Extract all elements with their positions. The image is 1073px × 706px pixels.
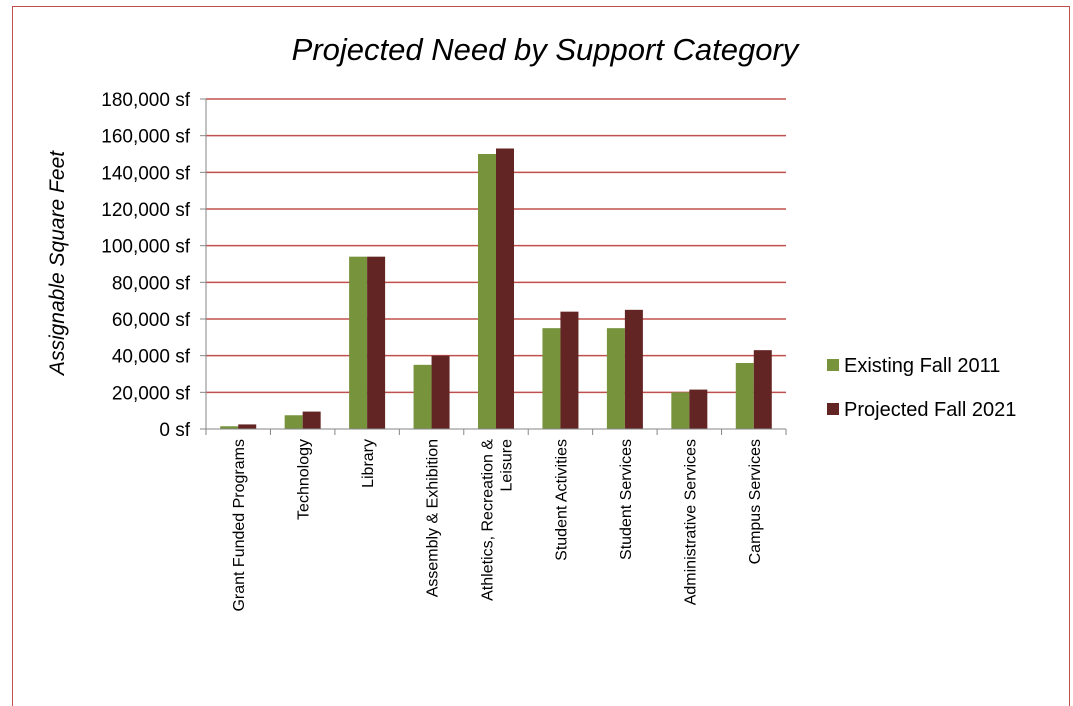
y-tick-label: 160,000 sf <box>101 127 190 148</box>
bar <box>496 148 514 429</box>
bar <box>367 256 386 429</box>
y-tick-label: 80,000 sf <box>112 273 191 294</box>
x-tick-label: Assembly & Exhibition <box>425 439 442 597</box>
x-tick-label: Athletics, Recreation & Leisure <box>480 439 516 601</box>
x-tick-label-line: Leisure <box>499 439 516 492</box>
bar <box>606 328 625 429</box>
x-tick-label-line: Athletics, Recreation & <box>480 439 497 601</box>
y-tick-label: 180,000 sf <box>101 90 190 111</box>
bar <box>478 154 496 429</box>
bar <box>284 415 303 429</box>
x-tick-label: Library <box>360 439 377 488</box>
y-tick-label: 100,000 sf <box>101 237 190 258</box>
bars <box>220 148 772 429</box>
bar <box>302 411 321 429</box>
x-tick-label-line: Student Services <box>618 439 635 560</box>
bar <box>671 392 690 429</box>
bar <box>735 363 754 429</box>
legend-label: Projected Fall 2021 <box>844 399 1016 421</box>
x-tick-label: Campus Services <box>747 439 764 564</box>
y-tick-label: 40,000 sf <box>112 347 191 368</box>
bar <box>220 426 239 429</box>
legend-swatch <box>827 359 839 371</box>
x-tick-label-line: Grant Funded Programs <box>231 439 248 612</box>
x-tick-label-line: Technology <box>296 439 313 520</box>
y-tick-label: 60,000 sf <box>112 310 191 331</box>
y-tick-label: 0 sf <box>159 420 190 441</box>
legend-label: Existing Fall 2011 <box>844 355 1000 377</box>
bar <box>542 328 561 429</box>
bar <box>624 309 643 429</box>
x-axis-labels: Grant Funded Programs Technology Library As… <box>231 439 764 612</box>
y-tick-label: 20,000 sf <box>112 383 191 404</box>
x-tick-label-line: Administrative Services <box>682 439 699 605</box>
y-axis-title: Assignable Square Feet <box>46 150 69 377</box>
bar <box>238 424 257 429</box>
x-tick-label: Grant Funded Programs <box>231 439 248 612</box>
axes <box>205 99 787 435</box>
bar <box>689 389 708 429</box>
chart-title: Projected Need by Support Category <box>292 32 801 67</box>
legend: Existing Fall 2011 Projected Fall 2021 <box>827 355 1016 421</box>
x-tick-label-line: Campus Services <box>747 439 764 564</box>
legend-swatch <box>827 403 839 415</box>
bar <box>753 350 772 429</box>
y-tick-label: 140,000 sf <box>101 163 190 184</box>
x-tick-label: Student Services <box>618 439 635 560</box>
bar <box>413 364 432 429</box>
bar <box>431 355 450 429</box>
x-tick-label: Administrative Services <box>682 439 699 605</box>
bar <box>349 256 368 429</box>
x-tick-label: Student Activities <box>553 439 570 561</box>
y-axis-ticks: 0 sf 20,000 sf 40,000 sf 60,000 sf 80,000 sf… <box>101 90 206 441</box>
x-tick-label: Technology <box>296 439 313 520</box>
x-tick-label-line: Assembly & Exhibition <box>425 439 442 597</box>
bar <box>560 311 579 429</box>
y-tick-label: 120,000 sf <box>101 200 190 221</box>
x-tick-label-line: Library <box>360 439 377 488</box>
x-tick-label-line: Student Activities <box>553 439 570 561</box>
